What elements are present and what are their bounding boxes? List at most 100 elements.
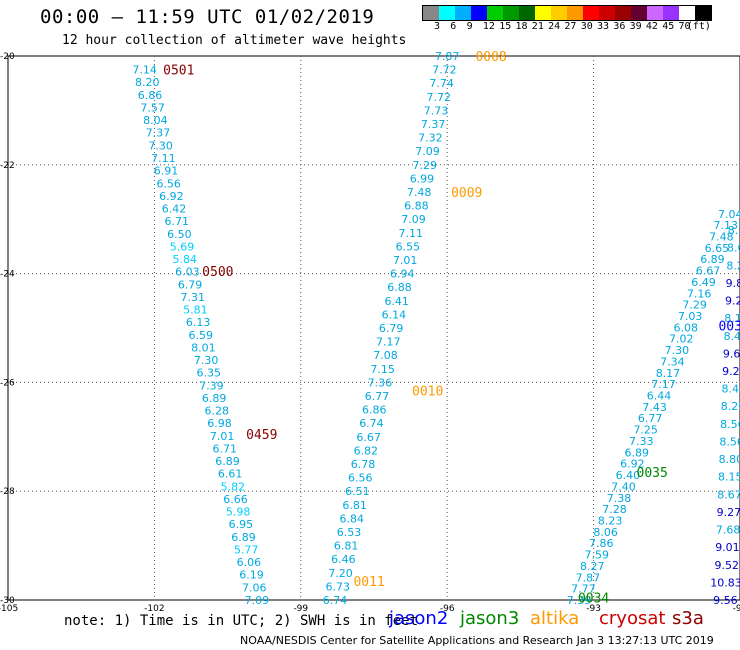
wave-height-value: 5.98 [226,506,251,519]
wave-height-value: 10.83 [710,576,740,589]
time-label: 0008 [475,50,506,65]
wave-height-value: 8.15 [718,471,740,484]
time-label: 003 [718,319,740,334]
wave-height-value: 7.39 [199,379,224,392]
x-tick-label: -105 [0,604,18,614]
legend-swatch [519,6,535,20]
wave-height-value: 8.20 [135,76,160,89]
wave-height-value: 7.09 [415,145,440,158]
page-title: 00:00 – 11:59 UTC 01/02/2019 [40,6,375,28]
time-label: 0009 [451,186,482,201]
wave-height-value: 6.98 [207,417,232,430]
wave-height-value: 7.68 [716,524,740,537]
wave-height-value: 6.53 [337,526,362,539]
legend-label: 15 [499,21,512,32]
wave-height-value: 6.28 [205,405,230,418]
x-tick-label: -96 [440,604,455,614]
wave-height-value: 7.28 [602,503,627,516]
wave-height-value: 7.11 [151,152,176,165]
wave-height-value: 8.17 [656,367,681,380]
wave-height-value: 7.72 [427,91,452,104]
wave-height-value: 8.67 [717,488,740,501]
wave-height-value: 5.81 [183,304,208,317]
wave-height-value: 7.48 [709,230,734,243]
wave-height-value: 6.42 [162,203,187,216]
satellite-legend-s3a: s3a [672,608,704,629]
wave-height-value: 6.89 [215,455,240,468]
y-tick-label: -24 [0,270,15,280]
wave-height-value: 8.04 [143,114,168,127]
wave-height-value: 6.67 [696,265,721,278]
wave-height-value: 7.14 [132,64,157,77]
time-label: 0034 [578,591,609,606]
wave-height-value: 7.08 [373,349,398,362]
wave-height-value: 6.95 [229,518,254,531]
wave-height-value: 6.13 [186,316,211,329]
wave-height-value: 6.66 [223,493,248,506]
footer-credit: NOAA/NESDIS Center for Satellite Applica… [240,634,714,647]
legend-swatch [535,6,551,20]
wave-height-value: 7.77 [571,583,596,596]
wave-height-value: 8.56 [719,435,740,448]
wave-height-value: 6.88 [404,200,429,213]
wave-height-value: 6.03 [175,266,200,279]
wave-height-value: 8.80 [719,453,740,466]
wave-height-value: 8.27 [580,560,605,573]
wave-height-value: 7.09 [401,213,426,226]
legend-label: 45 [662,21,675,32]
wave-height-value: 6.77 [638,412,663,425]
wave-height-value: 8.06 [593,526,618,539]
wave-height-value: 7.29 [682,299,707,312]
wave-height-value: 7.72 [432,64,457,77]
wave-height-value: 6.71 [213,442,238,455]
legend-swatch [695,6,711,20]
y-tick-label: -22 [0,161,15,171]
wave-height-value: 7.11 [398,227,423,240]
y-tick-label: -30 [0,596,15,606]
legend-label: 30 [580,21,593,32]
time-label: 0459 [246,428,277,443]
wave-height-value: 6.49 [691,276,716,289]
wave-height-value: 7.37 [146,127,171,140]
wave-height-value: 7.87 [435,50,460,63]
y-tick-label: -26 [0,378,15,388]
wave-height-value: 6.67 [356,431,381,444]
legend-label: 70 [678,21,691,32]
wave-height-value: 7.29 [413,159,438,172]
legend-label: 39 [629,21,642,32]
wave-height-value: 7.39 [567,594,592,607]
legend-swatch [679,6,695,20]
wave-height-value: 6.82 [354,444,379,457]
legend-label: 27 [564,21,577,32]
legend-label: 12 [482,21,495,32]
wave-height-value: 8.56 [720,418,740,431]
wave-height-value: 6.79 [178,278,203,291]
wave-height-value: 7.30 [194,354,219,367]
legend-swatch [423,6,439,20]
legend-swatch [471,6,487,20]
wave-height-value: 6.73 [326,580,351,593]
page-subtitle: 12 hour collection of altimeter wave hei… [62,33,407,48]
wave-height-value: 6.51 [345,485,370,498]
wave-height-value: 6.81 [342,499,367,512]
wave-height-value: 7.01 [393,254,418,267]
legend-label: 3 [434,21,441,32]
wave-height-value: 7.36 [368,376,393,389]
wave-height-value: 9.61 [723,347,740,360]
wave-height-value: 9.25 [722,365,740,378]
wave-height-value: 8.33 [728,224,740,237]
x-tick-label: -93 [586,604,601,614]
wave-height-value: 5.69 [170,240,195,253]
wave-height-value: 7.48 [407,186,432,199]
wave-height-value: 9.81 [726,277,740,290]
wave-height-value: 6.35 [197,367,222,380]
wave-height-value: 5.84 [172,253,197,266]
wave-height-value: 7.73 [424,104,449,117]
wave-height-value: 7.30 [148,139,173,152]
time-label: 0035 [637,466,668,481]
wave-height-value: 6.71 [164,215,189,228]
legend-swatch [455,6,471,20]
wave-height-value: 6.08 [673,321,698,334]
satellite-legend-jason2: jason2 [389,608,449,629]
legend-swatch [503,6,519,20]
